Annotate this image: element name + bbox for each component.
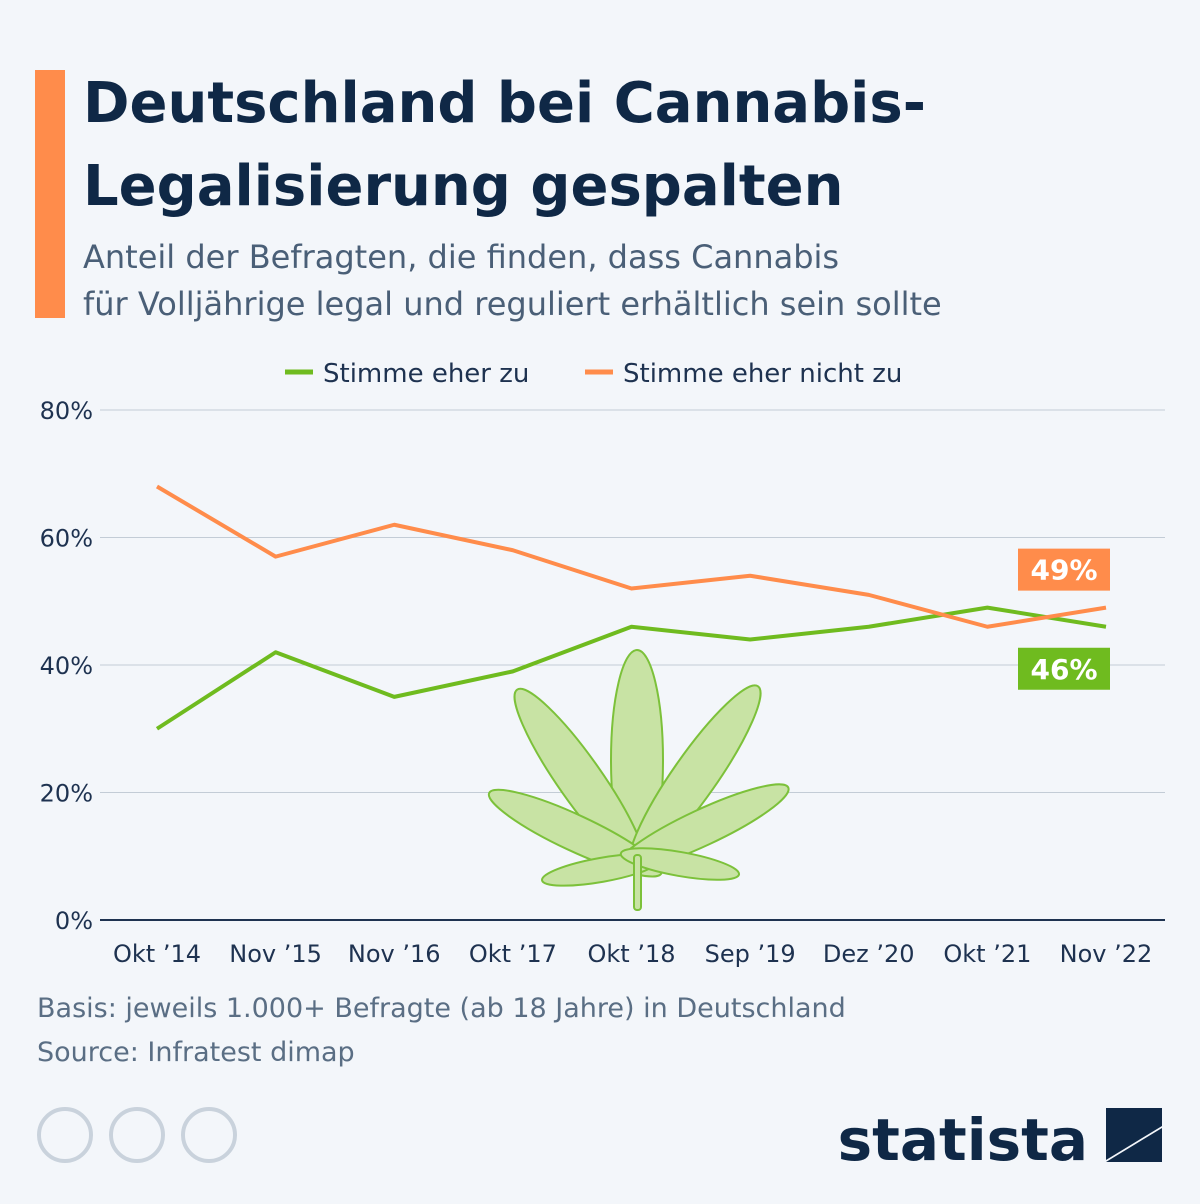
- x-tick-label: Okt ’17: [469, 940, 557, 968]
- y-tick-label: 60%: [40, 525, 93, 553]
- brand-logo: statista: [838, 1106, 1088, 1174]
- x-tick-label: Nov ’16: [348, 940, 441, 968]
- value-label: 46%: [1030, 653, 1097, 686]
- x-tick-label: Sep ’19: [705, 940, 796, 968]
- source: Source: Infratest dimap: [37, 1037, 355, 1068]
- x-tick-label: Okt ’18: [588, 940, 676, 968]
- note: Basis: jeweils 1.000+ Befragte (ab 18 Ja…: [37, 993, 846, 1024]
- y-tick-label: 40%: [40, 652, 93, 680]
- x-tick-label: Okt ’14: [113, 940, 201, 968]
- y-tick-label: 20%: [40, 780, 93, 808]
- x-tick-label: Okt ’21: [943, 940, 1031, 968]
- x-tick-label: Nov ’22: [1060, 940, 1153, 968]
- y-tick-label: 0%: [55, 907, 93, 935]
- license-icons: [37, 1107, 237, 1163]
- value-label: 49%: [1030, 554, 1097, 587]
- y-tick-label: 80%: [40, 397, 93, 425]
- legend-label: Stimme eher nicht zu: [623, 359, 902, 389]
- subtitle: für Volljährige legal und reguliert erhä…: [83, 285, 942, 323]
- value-label-box: [1018, 647, 1110, 690]
- title: Deutschland bei Cannabis-: [83, 71, 926, 136]
- line-series: [155, 484, 1107, 629]
- title: Legalisierung gespalten: [83, 154, 843, 219]
- cannabis-leaf-illustration: [487, 649, 790, 911]
- x-tick-label: Dez ’20: [823, 940, 915, 968]
- accent-bar: [35, 70, 65, 318]
- legend-label: Stimme eher zu: [323, 359, 529, 389]
- subtitle: Anteil der Befragten, die finden, dass C…: [83, 238, 839, 276]
- value-label-box: [1018, 548, 1110, 591]
- line-series: [155, 605, 1107, 731]
- x-tick-label: Nov ’15: [229, 940, 322, 968]
- brand-icon: [1106, 1108, 1162, 1162]
